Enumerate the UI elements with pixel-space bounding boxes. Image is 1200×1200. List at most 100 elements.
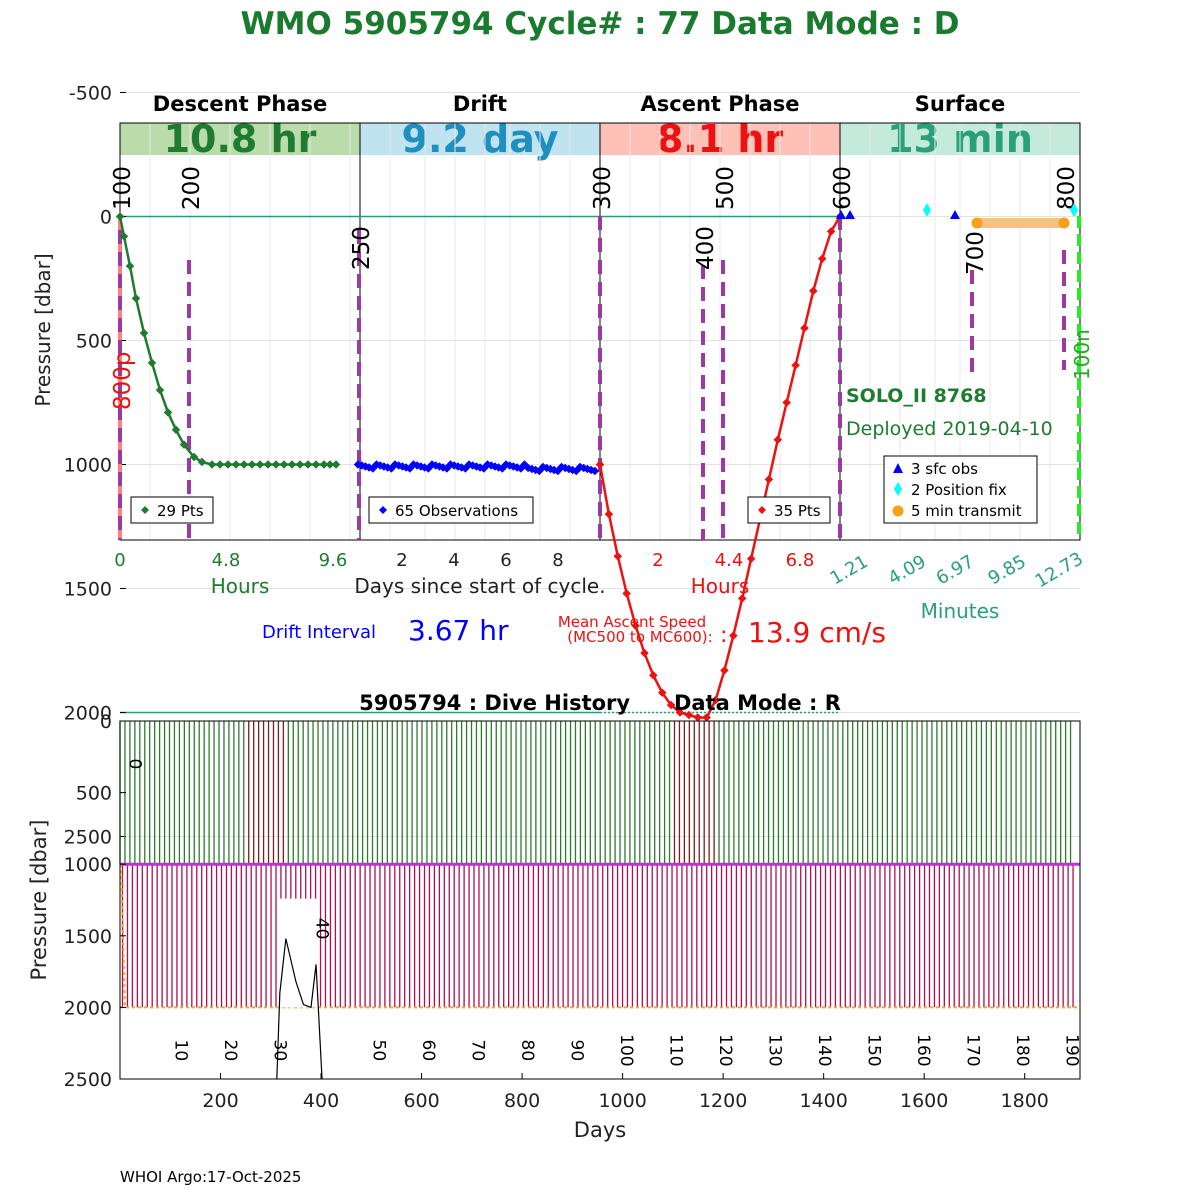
descent-point bbox=[247, 460, 257, 469]
ascent-point bbox=[737, 594, 747, 603]
drift-x-tick-label: 8 bbox=[552, 550, 563, 571]
y-tick-label: 500 bbox=[76, 331, 112, 353]
ascent-x-axis-label: Hours bbox=[691, 574, 750, 598]
descent-point bbox=[279, 460, 289, 469]
mc-label: 500 bbox=[713, 166, 739, 210]
ascent-point bbox=[595, 460, 605, 469]
ascent-point bbox=[746, 554, 756, 564]
ascent-point bbox=[728, 631, 738, 640]
mc-label: 700 bbox=[963, 231, 989, 275]
descent-point bbox=[125, 261, 135, 271]
ascent-speed-value: 13.9 cm/s bbox=[748, 616, 886, 649]
descent-point bbox=[287, 460, 297, 469]
drift-interval-label: Drift Interval bbox=[262, 622, 376, 643]
dive-history-title: 5905794 : Dive History Data Mode : R bbox=[359, 691, 841, 715]
surface-x-axis-label: Minutes bbox=[921, 599, 1000, 623]
mc-label: 250 bbox=[349, 226, 375, 270]
surface-legend-marker bbox=[894, 482, 902, 496]
top-text: 29 Pts 65 Observations 35 Pts SOLO_II 8768 D… bbox=[130, 385, 1053, 649]
ascent-point bbox=[604, 509, 614, 519]
drift-x-tick-label: 4 bbox=[448, 550, 459, 571]
dive-history-axes: 0 10 20 30 40 50 60 70 80 90 100 110 120 130 140 150 160… bbox=[27, 711, 1082, 1142]
ascent-point bbox=[791, 360, 800, 370]
cycle-label: 100 bbox=[616, 1034, 636, 1066]
x-axis-label: Days bbox=[574, 1118, 626, 1142]
cycle-label: 170 bbox=[963, 1034, 983, 1066]
y-tick-label: 1000 bbox=[64, 854, 112, 876]
dive-history-frame bbox=[119, 720, 1081, 1080]
surface-legend-label: 5 min transmit bbox=[911, 502, 1022, 520]
x-tick-label: 1200 bbox=[699, 1090, 747, 1112]
x-tick-label: 1400 bbox=[799, 1090, 847, 1112]
surface-legend-box bbox=[883, 455, 1038, 524]
x-tick-label: 1000 bbox=[598, 1090, 646, 1112]
float-id-label: SOLO_II 8768 bbox=[846, 385, 987, 407]
descent-point bbox=[311, 460, 321, 469]
cycle-label: 40 bbox=[311, 918, 331, 940]
descent-point bbox=[325, 460, 335, 469]
top-data bbox=[115, 203, 1078, 722]
descent-point bbox=[139, 328, 149, 338]
x-tick-label: 200 bbox=[202, 1090, 238, 1112]
surface-x-tick-label: 1.21 bbox=[827, 551, 872, 589]
ascent-point bbox=[764, 475, 774, 484]
descent-point bbox=[147, 358, 157, 368]
y-tick-label: 2000 bbox=[64, 997, 112, 1019]
descent-point bbox=[295, 460, 305, 469]
descent-point bbox=[179, 440, 189, 450]
drift-x-axis-label: Days since start of cycle. bbox=[354, 574, 605, 598]
ascent-x-tick-label: 2 bbox=[652, 550, 663, 571]
descent-point bbox=[231, 460, 241, 469]
mc-label: 600 bbox=[830, 166, 856, 210]
surface-x-tick-label: 6.97 bbox=[933, 551, 978, 589]
surface-x-tick-label: 9.85 bbox=[985, 551, 1030, 589]
cycle-label: 50 bbox=[369, 1040, 389, 1062]
y-tick-label: 1000 bbox=[64, 455, 112, 477]
y-axis-label: Pressure [dbar] bbox=[27, 820, 51, 981]
drift-legend-box bbox=[368, 496, 534, 524]
ascent-legend-marker bbox=[758, 506, 766, 514]
label-100n: 100n bbox=[1070, 329, 1094, 380]
drift-legend-label: 65 Observations bbox=[395, 502, 518, 520]
ascent-point bbox=[782, 398, 792, 407]
y-tick-label: 1500 bbox=[64, 579, 112, 601]
cycle-label: 10 bbox=[171, 1040, 191, 1062]
descent-point bbox=[171, 425, 181, 435]
phase-band bbox=[360, 123, 600, 155]
x-tick-label: 800 bbox=[504, 1090, 540, 1112]
surface-legend-label: 2 Position fix bbox=[911, 481, 1007, 499]
descent-point bbox=[271, 460, 281, 469]
ascent-point bbox=[666, 700, 676, 710]
y-tick-label: 2500 bbox=[64, 827, 112, 849]
drift-x-tick-label: 6 bbox=[500, 550, 511, 571]
ascent-point bbox=[800, 323, 809, 333]
descent-x-tick-label: 0 bbox=[114, 550, 125, 571]
mc-label: 800 bbox=[1054, 166, 1080, 210]
cycle-label: 0 bbox=[125, 759, 145, 770]
ascent-speed-label: Mean Ascent Speed bbox=[558, 613, 706, 631]
sfc-obs-marker bbox=[836, 210, 846, 219]
descent-point bbox=[131, 293, 141, 303]
ascent-point bbox=[808, 286, 818, 296]
descent-point bbox=[319, 460, 329, 469]
descent-x-tick-label: 9.6 bbox=[319, 550, 348, 571]
cycle-label: 30 bbox=[270, 1040, 290, 1062]
y-tick-label: 2500 bbox=[64, 1069, 112, 1091]
phase-band bbox=[120, 123, 360, 155]
drift-legend-marker bbox=[379, 506, 387, 514]
ascent-point bbox=[657, 688, 667, 698]
drift-point bbox=[590, 466, 600, 476]
phase-name-label: Drift bbox=[453, 92, 507, 116]
cycle-label: 20 bbox=[220, 1040, 240, 1062]
ascent-line bbox=[598, 215, 842, 719]
phase-name-label: Surface bbox=[915, 92, 1005, 116]
descent-point bbox=[263, 460, 273, 469]
surface-x-tick-label: 4.09 bbox=[885, 551, 930, 589]
mc-label: 100 bbox=[110, 166, 136, 210]
ascent-point bbox=[613, 551, 623, 561]
footer-text: WHOI Argo:17-Oct-2025 bbox=[120, 1168, 301, 1186]
cycle-label: 60 bbox=[418, 1040, 438, 1062]
mc-label: 200 bbox=[179, 166, 205, 210]
cycle-label: 160 bbox=[913, 1034, 933, 1066]
descent-point bbox=[207, 460, 217, 469]
